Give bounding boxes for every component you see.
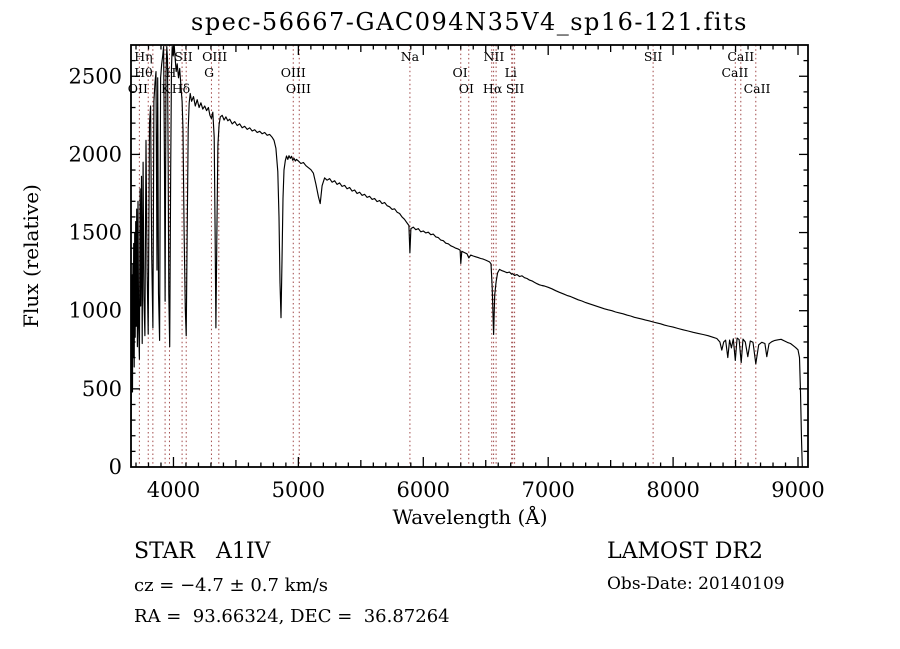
line-label-G: G (204, 65, 214, 80)
x-tick-label-6000: 6000 (397, 478, 450, 502)
ra-dec-coordinates: RA = 93.66324, DEC = 36.87264 (134, 606, 450, 627)
line-label-Hθ: Hθ (134, 65, 152, 80)
x-tick-label-4000: 4000 (147, 478, 200, 502)
x-tick-label-5000: 5000 (272, 478, 325, 502)
line-label-CaII: CaII (721, 65, 748, 80)
line-label-OI: OI (453, 65, 468, 80)
line-label-OIII: OIII (286, 81, 311, 96)
y-tick-label-500: 500 (82, 377, 122, 401)
x-axis-label: Wavelength (Å) (392, 504, 547, 529)
line-label-Hη: Hη (134, 49, 152, 64)
line-label-Na: Na (401, 49, 420, 64)
line-label-CaII: CaII (744, 81, 771, 96)
y-axis-label: Flux (relative) (19, 184, 43, 328)
x-tick-label-9000: 9000 (771, 478, 824, 502)
plot-title: spec-56667-GAC094N35V4_sp16-121.fits (191, 8, 748, 36)
y-tick-label-0: 0 (109, 455, 122, 479)
line-label-SII: SII (174, 49, 193, 64)
y-tick-label-2500: 2500 (69, 64, 122, 88)
spectrum-path (130, 44, 803, 468)
spectral-line-markers (138, 45, 757, 467)
x-tick-label-8000: 8000 (646, 478, 699, 502)
line-label-NII: NII (483, 49, 504, 64)
x-tick-label-7000: 7000 (521, 478, 574, 502)
survey-release: LAMOST DR2 (607, 539, 763, 564)
line-label-OIII: OIII (202, 49, 227, 64)
spectrum-trace (130, 44, 803, 468)
plot-frame (130, 44, 809, 468)
line-label-SII: SII (644, 49, 663, 64)
line-label-CaII: CaII (727, 49, 754, 64)
radial-velocity: cz = −4.7 ± 0.7 km/s (134, 575, 328, 596)
plot-axes: 4000 5000 6000 7000 8000 9000 0 500 1000 1500 2000… (69, 44, 825, 502)
line-label-Li: Li (505, 65, 517, 80)
y-tick-label-1000: 1000 (69, 299, 122, 323)
object-classification: STAR A1IV (134, 539, 271, 564)
line-label-Hα: Hα (483, 81, 503, 96)
line-label-OI: OI (459, 81, 474, 96)
line-label-OIII: OIII (281, 65, 306, 80)
y-tick-label-1500: 1500 (69, 221, 122, 245)
line-label-SII: SII (506, 81, 525, 96)
y-tick-label-2000: 2000 (69, 142, 122, 166)
observation-date: Obs-Date: 20140109 (607, 574, 785, 594)
